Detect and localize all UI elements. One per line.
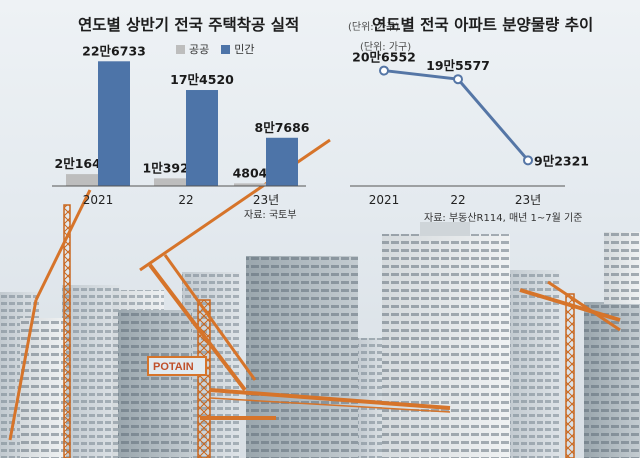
cranes: POTAIN [8, 138, 621, 458]
bar-private-value-label: 17만4520 [170, 72, 234, 87]
line-value-label: 9만2321 [534, 153, 589, 168]
x-tick-label: 22 [178, 193, 193, 207]
svg-text:POTAIN: POTAIN [153, 361, 194, 373]
legend-item-private: 민간 [221, 41, 255, 57]
x-tick-label: 2021 [369, 193, 400, 207]
chart1-source: 자료: 국토부 [244, 210, 297, 221]
x-tick-label: 22 [450, 193, 465, 207]
x-tick-label: 2021 [83, 193, 114, 207]
legend-label-private: 민간 [234, 43, 255, 56]
line-point [523, 155, 533, 166]
bar-public-value-label: 1만3929 [143, 160, 198, 175]
chart2-unit: (단위: 가구) [360, 42, 412, 53]
chart1-title: 연도별 상반기 전국 주택착공 실적 [78, 16, 300, 34]
line-value-label: 20만6552 [352, 50, 416, 65]
legend-label-public: 공공 [189, 43, 210, 56]
bar-public [154, 178, 186, 186]
apartment-buildings [20, 222, 640, 458]
line-series [383, 69, 530, 162]
legend-swatch-private [221, 44, 231, 54]
bar-private-value-label: 8만7686 [255, 120, 310, 135]
line-point [379, 65, 389, 76]
bar-private-value-label: 22만6733 [82, 43, 146, 58]
bar-private [98, 61, 130, 187]
legend-swatch-public [176, 44, 185, 54]
line-value-label: 19만5577 [426, 58, 490, 73]
bar-public-value-label: 4804 [233, 165, 268, 180]
bar-private [266, 137, 298, 186]
chart1-unit: (단위: 가구) [348, 22, 400, 33]
chart1-legend: 공공 민간 [176, 41, 255, 57]
line-point [453, 74, 463, 85]
x-tick-label: 23년 [515, 193, 541, 207]
legend-item-public: 공공 [176, 41, 209, 57]
bar-public [234, 183, 266, 186]
bar-public [66, 174, 98, 186]
chart2-source: 자료: 부동산R114, 매년 1~7월 기준 [424, 213, 583, 224]
bar-public-value-label: 2만1647 [55, 156, 110, 171]
chart2-title: 연도별 전국 아파트 분양물량 추이 [372, 16, 594, 34]
bar-private [186, 90, 218, 186]
x-tick-label: 23년 [253, 193, 279, 207]
